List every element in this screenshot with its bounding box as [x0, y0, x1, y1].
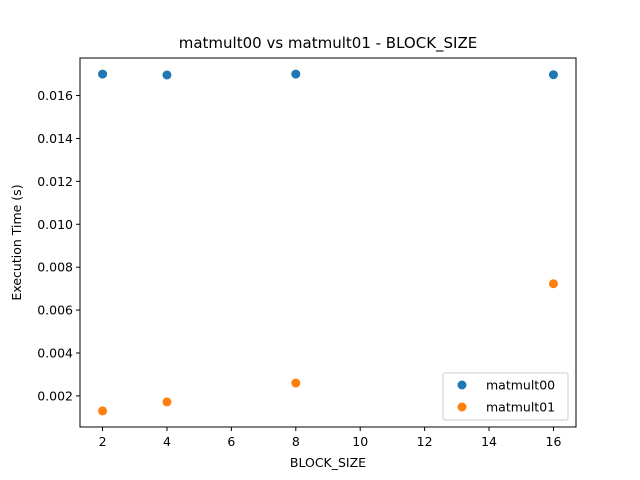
plot-frame: [79, 57, 577, 428]
y-tick-label: 0.012: [37, 174, 73, 189]
point-matmult00-1: [162, 70, 172, 80]
x-tick-label: 6: [227, 434, 235, 449]
y-tick-label: 0.006: [37, 303, 73, 318]
x-tick-label: 16: [546, 434, 562, 449]
point-matmult01-1: [162, 397, 172, 407]
ticks-layer: 2 4 6 8 10 12 14 16 0.002 0.004 0.006 0.008 0.010 0.0…: [37, 88, 561, 449]
point-matmult00-3: [548, 70, 558, 80]
point-matmult01-0: [98, 406, 108, 416]
y-axis-label: Execution Time (s): [9, 184, 24, 300]
x-tick-label: 8: [292, 434, 300, 449]
legend-box: [442, 372, 569, 421]
x-tick-label: 4: [163, 434, 171, 449]
y-tick-label: 0.002: [37, 388, 73, 403]
x-axis-label: BLOCK_SIZE: [290, 455, 366, 470]
legend-marker-matmult01: [457, 402, 467, 412]
point-matmult00-0: [98, 69, 108, 79]
x-tick-label: 2: [99, 434, 107, 449]
x-tick-label: 12: [417, 434, 433, 449]
points-layer: [98, 69, 558, 416]
point-matmult01-2: [291, 378, 301, 388]
x-tick-label: 14: [481, 434, 497, 449]
x-tick-label: 10: [352, 434, 368, 449]
y-tick-label: 0.004: [37, 345, 73, 360]
chart-title: matmult00 vs matmult01 - BLOCK_SIZE: [179, 34, 477, 53]
legend: matmult00 matmult01: [442, 372, 569, 421]
y-tick-label: 0.010: [37, 217, 73, 232]
legend-label-matmult00: matmult00: [486, 378, 555, 393]
legend-marker-matmult00: [457, 380, 467, 390]
y-tick-label: 0.016: [37, 88, 73, 103]
point-matmult00-2: [291, 69, 301, 79]
legend-label-matmult01: matmult01: [486, 400, 555, 415]
point-matmult01-3: [548, 279, 558, 289]
y-tick-label: 0.014: [37, 131, 73, 146]
y-tick-label: 0.008: [37, 260, 73, 275]
